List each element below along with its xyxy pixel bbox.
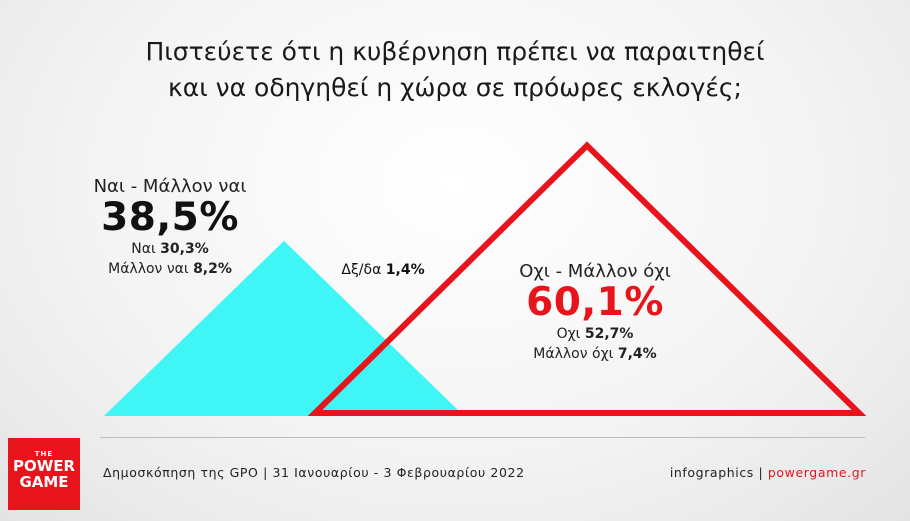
credit: infographics | powergame.gr — [670, 465, 866, 480]
credit-prefix: infographics | — [669, 465, 764, 480]
no-sub-1-value: 52,7% — [584, 326, 634, 342]
source-note: Δημοσκόπηση της GPO | 31 Ιανουαρίου - 3 … — [103, 465, 525, 480]
yes-sub-1: Ναι 30,3% — [55, 239, 285, 259]
no-triangle — [307, 141, 867, 416]
credit-site: powergame.gr — [767, 465, 866, 480]
logo-power: POWER — [12, 457, 76, 475]
no-annotation: Οχι - Μάλλον όχι 60,1% Οχι 52,7% Μάλλον … — [470, 261, 720, 364]
dont-know-value: 1,4% — [385, 262, 425, 278]
yes-sub-1-label: Ναι — [131, 241, 156, 257]
footer-divider — [100, 437, 865, 438]
logo-the: THE — [34, 450, 54, 458]
no-sub-1: Οχι 52,7% — [470, 324, 720, 344]
chart-title-line-1: Πιστεύετε ότι η κυβέρνηση πρέπει να παρα… — [145, 37, 765, 66]
no-sub-2: Μάλλον όχι 7,4% — [470, 344, 720, 364]
no-total: 60,1% — [526, 280, 664, 325]
yes-total: 38,5% — [101, 195, 239, 240]
no-sub-1-label: Οχι — [556, 326, 581, 342]
yes-annotation: Ναι - Μάλλον ναι 38,5% Ναι 30,3% Μάλλον … — [55, 176, 285, 279]
logo-game: GAME — [19, 473, 69, 491]
yes-sub-2-value: 8,2% — [193, 261, 232, 277]
power-game-logo: THE POWER GAME — [8, 438, 80, 510]
yes-label: Ναι - Μάλλον ναι — [93, 176, 247, 197]
dont-know-annotation: Δξ/δα 1,4% — [318, 262, 448, 278]
no-label: Οχι - Μάλλον όχι — [519, 261, 671, 282]
yes-triangle — [104, 240, 464, 416]
yes-sub-1-value: 30,3% — [160, 241, 209, 257]
yes-sub-2: Μάλλον ναι 8,2% — [55, 259, 285, 279]
yes-sub-2-label: Μάλλον ναι — [108, 261, 189, 277]
chart-title-line-2: και να οδηγηθεί η χώρα σε πρόωρες εκλογέ… — [168, 73, 742, 102]
no-sub-2-label: Μάλλον όχι — [533, 346, 614, 362]
chart-title: Πιστεύετε ότι η κυβέρνηση πρέπει να παρα… — [0, 34, 910, 106]
dont-know-label: Δξ/δα — [341, 262, 382, 278]
no-sub-2-value: 7,4% — [617, 346, 657, 362]
